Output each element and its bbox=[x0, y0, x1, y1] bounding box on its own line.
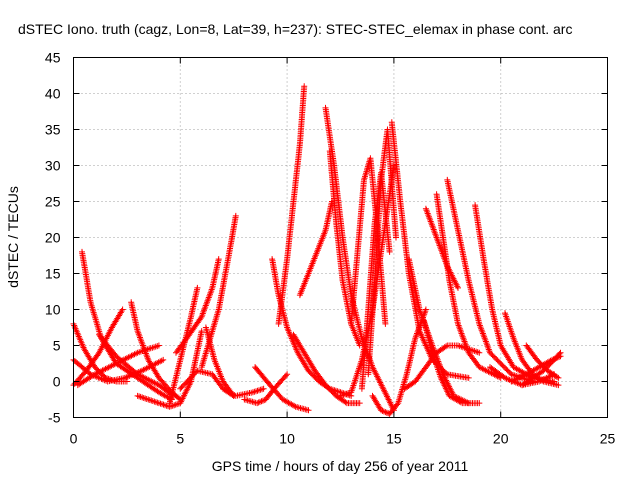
plus-marker-trace bbox=[487, 364, 558, 389]
data-series bbox=[96, 331, 177, 399]
axis-ticks bbox=[73, 57, 608, 418]
y-tick-label: 45 bbox=[45, 50, 61, 66]
plus-marker-trace bbox=[472, 202, 558, 385]
plus-marker-trace bbox=[220, 385, 267, 399]
plus-marker-trace bbox=[369, 306, 429, 417]
plus-marker-trace bbox=[252, 364, 312, 414]
y-tick-label: 40 bbox=[45, 86, 61, 102]
plus-marker-trace bbox=[275, 83, 308, 327]
data-series bbox=[220, 385, 267, 399]
y-tick-label: 20 bbox=[45, 230, 61, 246]
y-tick-label: 15 bbox=[45, 266, 61, 282]
y-axis-label: dSTEC / TECUs bbox=[5, 186, 21, 288]
y-tick-label: 5 bbox=[53, 338, 61, 354]
data-series bbox=[420, 317, 483, 407]
y-tick-label: -5 bbox=[48, 410, 61, 426]
data-series bbox=[252, 364, 312, 414]
y-tick-label: 35 bbox=[45, 122, 61, 138]
data-series bbox=[444, 176, 536, 385]
data-series bbox=[369, 306, 429, 417]
plus-marker-trace bbox=[173, 256, 222, 356]
data-series bbox=[296, 198, 335, 299]
x-tick-label: 20 bbox=[493, 431, 509, 447]
y-tick-label: 25 bbox=[45, 194, 61, 210]
data-series bbox=[269, 256, 355, 399]
plus-marker-trace bbox=[96, 331, 177, 399]
plus-marker-trace bbox=[198, 212, 239, 371]
chart-title: dSTEC Iono. truth (cagz, Lon=8, Lat=39, … bbox=[18, 21, 572, 37]
plus-marker-trace bbox=[420, 317, 483, 407]
plus-marker-trace bbox=[365, 126, 399, 378]
data-series bbox=[198, 212, 239, 371]
plus-marker-trace bbox=[422, 205, 461, 291]
y-tick-label: 30 bbox=[45, 158, 61, 174]
x-tick-label: 15 bbox=[386, 431, 402, 447]
plus-marker-trace bbox=[269, 256, 355, 399]
data-series bbox=[487, 364, 558, 389]
plus-marker-trace bbox=[444, 176, 536, 385]
x-tick-label: 25 bbox=[600, 431, 616, 447]
data-series bbox=[275, 83, 308, 327]
data-series bbox=[365, 126, 399, 378]
plus-marker-trace bbox=[296, 198, 335, 299]
y-tick-labels: -5 0 5 10 15 20 25 30 35 40 45 bbox=[45, 50, 61, 426]
x-tick-label: 5 bbox=[176, 431, 184, 447]
x-tick-label: 0 bbox=[70, 431, 78, 447]
plus-marker-trace bbox=[134, 328, 205, 410]
x-tick-labels: 0 5 10 15 20 25 bbox=[70, 431, 616, 447]
data-series bbox=[472, 202, 558, 385]
x-tick-label: 10 bbox=[279, 431, 295, 447]
data-marks bbox=[70, 83, 564, 417]
data-series bbox=[173, 256, 222, 356]
y-tick-label: 10 bbox=[45, 302, 61, 318]
data-series bbox=[422, 205, 461, 291]
plus-marker-trace bbox=[326, 148, 363, 349]
data-series bbox=[326, 148, 363, 349]
x-axis-label: GPS time / hours of day 256 of year 2011 bbox=[212, 458, 469, 474]
data-series bbox=[134, 328, 205, 410]
y-tick-label: 0 bbox=[53, 374, 61, 390]
